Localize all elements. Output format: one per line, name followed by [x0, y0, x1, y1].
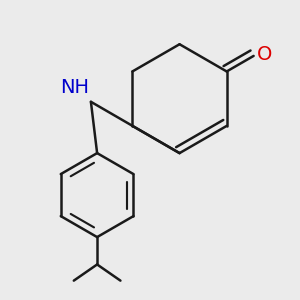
Text: O: O [257, 45, 273, 64]
Text: NH: NH [60, 78, 89, 97]
